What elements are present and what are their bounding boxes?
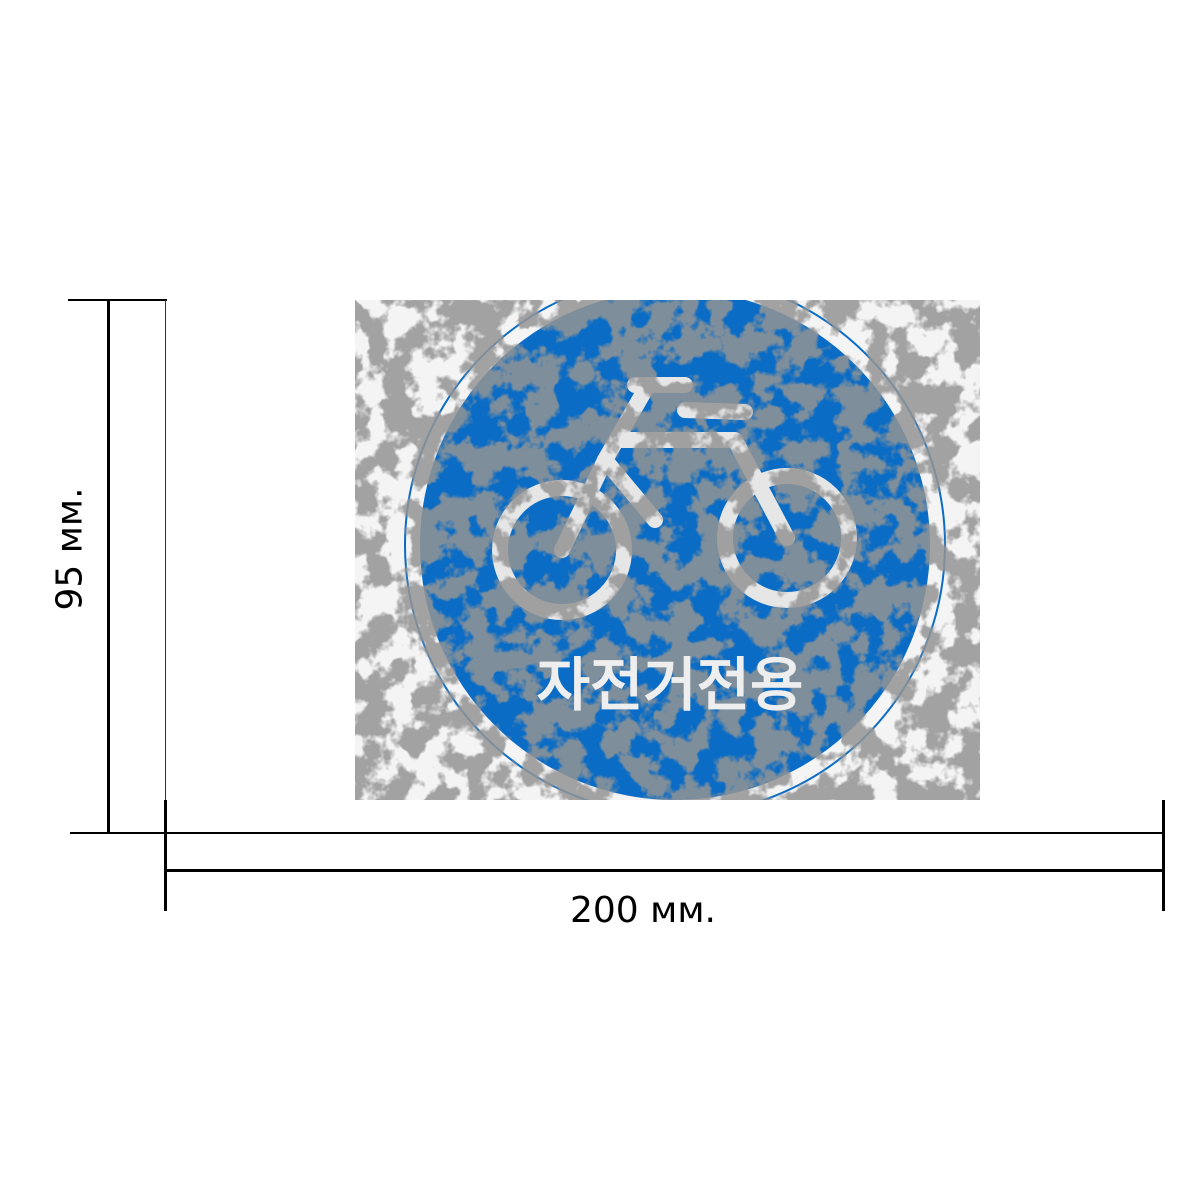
width-extension-line-top: [166, 832, 1164, 834]
width-dimension-line: [166, 869, 1164, 872]
height-dimension-line: [107, 300, 110, 834]
width-dimension-right-tick: [1162, 800, 1165, 911]
peeling-paint-texture: [355, 300, 980, 800]
height-dimension-bottom-tick: [70, 832, 167, 834]
height-extension-line: [165, 300, 166, 833]
width-dimension-left-tick: [164, 800, 167, 911]
sign-text: 자전거전용: [537, 651, 804, 719]
height-dimension-top-tick: [68, 299, 167, 301]
bicycle-road-sign-image: 자전거전용: [355, 300, 980, 800]
height-label: 95 мм.: [49, 487, 91, 611]
width-label: 200 мм.: [570, 890, 716, 931]
